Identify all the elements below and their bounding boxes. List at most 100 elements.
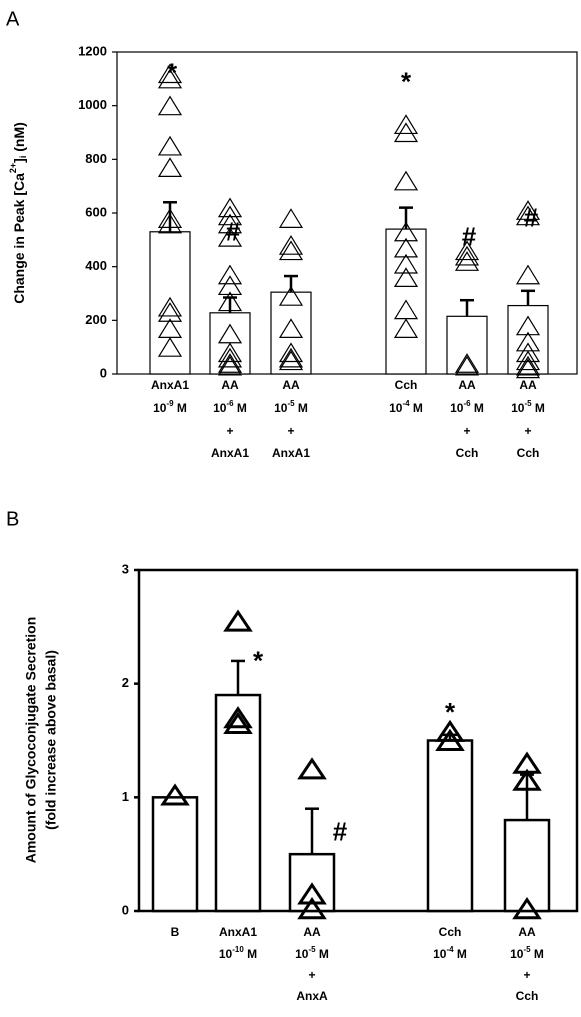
x-tick-label: 10-9 M (153, 399, 187, 415)
x-tick-label-part: M (295, 401, 308, 415)
bar (446, 315, 488, 375)
x-tick-label: AnxA1 (272, 446, 310, 460)
x-tick-label: AA (519, 378, 537, 392)
y-tick-label: 1 (122, 789, 129, 804)
x-tick-label-part: + (226, 424, 233, 438)
x-tick-label-part: 10 (153, 401, 167, 415)
x-tick-label: + (524, 424, 531, 438)
data-point (223, 711, 253, 734)
y-axis-label-part: 2+ (8, 163, 18, 173)
data-point (393, 267, 419, 287)
data-point (515, 200, 541, 220)
data-point (157, 337, 183, 357)
data-point (393, 170, 419, 191)
data-point (217, 226, 243, 247)
x-tick-label: 10-5 M (295, 945, 329, 961)
x-tick-label-part: + (308, 968, 315, 982)
x-tick-label-part: -10 (232, 945, 244, 954)
x-tick-label-part: AnxA (296, 989, 328, 1003)
x-tick-label-part: M (234, 401, 247, 415)
x-tick-label: Cch (517, 446, 540, 460)
data-point (157, 208, 183, 228)
x-tick-label-part: M (244, 947, 257, 961)
x-tick-label-part: 10 (450, 401, 464, 415)
x-tick-label-part: M (410, 401, 423, 415)
x-tick-label: + (523, 968, 530, 982)
x-tick-label: + (287, 424, 294, 438)
x-tick-label: 10-4 M (389, 399, 423, 415)
data-point (515, 264, 541, 285)
data-point (278, 342, 304, 363)
x-tick-label: AA (518, 925, 536, 939)
x-tick-label-part: Cch (517, 446, 540, 460)
x-tick-label-part: + (524, 424, 531, 438)
data-point (297, 757, 327, 780)
y-tick-label: 1200 (78, 43, 107, 58)
data-point (393, 237, 419, 258)
y-axis-label-part: Change in Peak [Ca (11, 173, 27, 304)
x-tick-label-part: 10 (213, 401, 227, 415)
x-tick-label: 10-6 M (213, 399, 247, 415)
y-tick-label: 600 (85, 204, 107, 219)
data-point (217, 353, 243, 373)
panel-letter: B (6, 508, 19, 530)
x-tick-label-part: M (531, 947, 544, 961)
data-point (217, 275, 243, 296)
x-tick-label-part: 10 (295, 947, 309, 961)
y-tick-label: 1000 (78, 97, 107, 112)
x-tick-label-part: M (532, 401, 545, 415)
data-point (454, 245, 480, 266)
data-point (157, 157, 183, 177)
data-point (157, 135, 183, 156)
annotation: # (333, 816, 348, 846)
y-axis-label-part: i (18, 156, 28, 159)
data-point (278, 208, 304, 228)
data-point (515, 315, 541, 336)
x-tick-label-part: 10 (389, 401, 403, 415)
data-point (454, 240, 480, 261)
y-axis-label: Amount of Glycoconjugate Secretion (23, 617, 39, 864)
x-tick-label: 10-6 M (450, 399, 484, 415)
x-tick-label: AA (303, 925, 321, 939)
x-tick-label-part: + (287, 424, 294, 438)
data-point (157, 95, 183, 116)
bar (151, 796, 199, 913)
x-tick-label-part: Cch (456, 446, 479, 460)
annotation: # (226, 217, 241, 247)
x-tick-label-part: -5 (524, 399, 532, 408)
x-tick-label-part: Cch (516, 989, 539, 1003)
data-point (223, 609, 253, 632)
bar (503, 818, 551, 913)
data-point (297, 882, 327, 905)
y-axis-label: (fold increase above basal) (43, 650, 59, 830)
x-tick-label: + (308, 968, 315, 982)
y-tick-label: 0 (122, 902, 129, 917)
x-tick-label-part: -5 (523, 945, 531, 954)
data-point (393, 318, 419, 338)
x-tick-label: 10-5 M (511, 399, 545, 415)
x-tick-label-part: 10 (274, 401, 288, 415)
data-point (515, 342, 541, 363)
data-point (515, 205, 541, 226)
y-axis-label-part: ] (11, 158, 27, 163)
bar (426, 739, 474, 913)
x-tick-label: Cch (456, 446, 479, 460)
x-tick-label-part: M (316, 947, 329, 961)
x-tick-label-part: -6 (463, 399, 471, 408)
data-point (278, 347, 304, 368)
annotation: # (524, 203, 539, 233)
x-tick-label: AA (221, 378, 239, 392)
data-point (393, 221, 419, 242)
data-point (278, 350, 304, 371)
x-tick-label-part: M (471, 401, 484, 415)
x-tick-label: AnxA (296, 989, 328, 1003)
data-point (454, 355, 480, 376)
x-tick-label-part: 10 (510, 947, 524, 961)
data-point (512, 768, 542, 791)
x-tick-label-part: AnxA1 (272, 446, 310, 460)
x-tick-label: + (226, 424, 233, 438)
data-point (157, 63, 183, 84)
x-tick-label: B (171, 925, 180, 939)
x-tick-label: Cch (516, 989, 539, 1003)
x-tick-label: Cch (439, 925, 462, 939)
